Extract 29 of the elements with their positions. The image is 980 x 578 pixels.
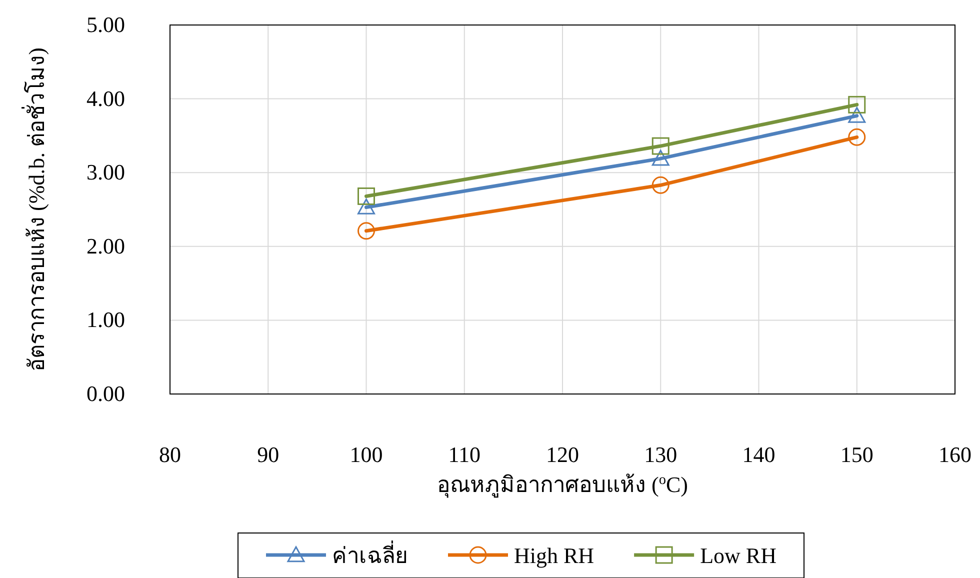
x-tick-label: 130 [644, 442, 678, 467]
x-tick-label: 80 [159, 442, 181, 467]
point [358, 198, 375, 214]
x-tick-label: 110 [448, 442, 480, 467]
point [848, 96, 866, 114]
x-tick-label: 90 [257, 442, 280, 467]
x-tick-label: 120 [546, 442, 579, 467]
y-tick-label: 2.00 [86, 233, 125, 258]
y-tick-label: 1.00 [86, 307, 125, 332]
y-axis-title: อัตราการอบแห้ง (%d.b. ต่อชั่วโมง) [21, 48, 49, 372]
x-tick-label: 160 [938, 442, 972, 467]
x-tick-label: 140 [742, 442, 776, 467]
x-axis-title: อุณหภูมิอากาศอบแห้ง ($^{o}$C) [437, 472, 688, 498]
legend-label: ค่าเฉลี่ย [332, 540, 408, 568]
y-tick-label: 0.00 [86, 381, 125, 406]
point [358, 187, 375, 205]
x-tick-label: 150 [840, 442, 874, 467]
point [652, 150, 670, 166]
legend-label: Low RH [700, 543, 777, 568]
point [358, 222, 375, 240]
y-tick-label: 4.00 [86, 86, 125, 111]
point [652, 176, 670, 194]
point [848, 107, 866, 123]
x-tick-label: 100 [350, 442, 383, 467]
point [652, 137, 670, 155]
y-tick-label: 3.00 [86, 160, 125, 185]
y-tick-label: 5.00 [86, 12, 125, 37]
point [848, 128, 866, 146]
legend-label: High RH [514, 543, 594, 568]
